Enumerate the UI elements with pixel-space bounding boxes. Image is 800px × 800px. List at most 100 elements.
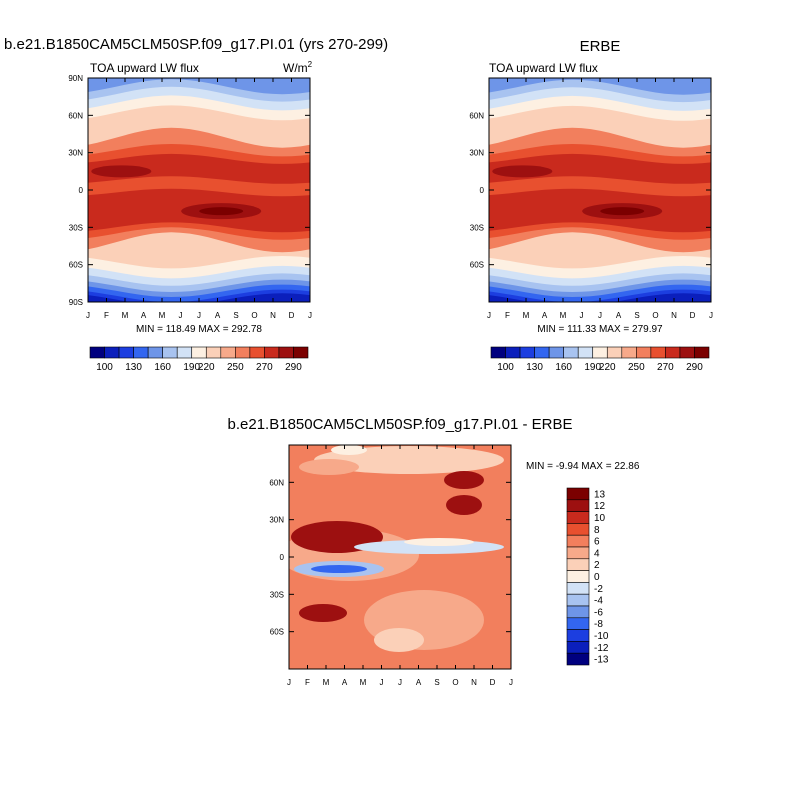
diff-anomaly-13 (331, 445, 367, 455)
obs-y-tick-label: 60N (469, 111, 484, 120)
diff-colorbar-label: -6 (594, 607, 603, 618)
diff-colorbar-swatch (566, 487, 590, 501)
model-x-tick-label: O (251, 311, 257, 320)
diff-y-tick-label: 60S (270, 628, 284, 637)
diff-x-tick-label: A (342, 678, 348, 687)
obs-colorbar-label: 250 (628, 362, 645, 373)
obs-colorbar-swatch (505, 346, 521, 359)
diff-colorbar-swatch (566, 570, 590, 583)
obs-panel-title: ERBE (580, 38, 621, 55)
obs-x-tick-label: A (616, 311, 622, 320)
obs-x-tick-label: J (580, 311, 584, 320)
obs-x-tick-label: M (560, 311, 567, 320)
diff-colorbar-swatch (566, 582, 590, 595)
model-colorbar-swatch (249, 346, 265, 359)
model-colorbar-swatch (118, 346, 134, 359)
obs-nh-max (492, 165, 553, 178)
obs-heatmap (489, 78, 711, 302)
diff-x-tick-label: M (360, 678, 367, 687)
diff-y-axis: 60N 30N 0 30S 60S (269, 478, 511, 637)
model-x-tick-label: J (179, 311, 183, 320)
model-y-tick-label: 30N (68, 149, 83, 158)
diff-y-tick-label: 30S (270, 590, 284, 599)
diff-anomaly-4 (446, 495, 482, 515)
model-colorbar-label: 160 (154, 362, 171, 373)
obs-y-axis: 60N 30N 0 30S 60S (469, 111, 711, 270)
diff-colorbar-swatch (566, 534, 590, 548)
obs-sh-core (600, 207, 645, 216)
model-colorbar-swatch (293, 346, 309, 359)
model-colorbar-swatch (104, 346, 120, 359)
model-y-tick-label: 0 (79, 186, 84, 195)
model-colorbar-label: 220 (198, 362, 215, 373)
model-heatmap (88, 78, 310, 302)
model-colorbar-swatch (162, 346, 178, 359)
model-north-cold-3 (88, 78, 310, 95)
diff-anomaly-3 (444, 471, 484, 489)
obs-north-cold-3 (489, 78, 711, 95)
model-x-tick-label: S (233, 311, 238, 320)
obs-x-tick-label: N (671, 311, 677, 320)
model-x-tick-label: N (270, 311, 276, 320)
model-x-tick-label: F (104, 311, 109, 320)
diff-colorbar-swatch (566, 629, 590, 642)
model-y-tick-label: 60N (68, 111, 83, 120)
diff-x-tick-label: J (287, 678, 291, 687)
model-colorbar-swatch (176, 346, 193, 359)
diff-x-tick-label: J (398, 678, 402, 687)
diff-colorbar-label: -2 (594, 584, 603, 595)
diff-colorbar-label: 4 (594, 548, 600, 559)
diff-colorbar-swatch (566, 593, 590, 607)
obs-colorbar-label: 100 (497, 362, 514, 373)
diff-colorbar-label: -8 (594, 619, 603, 630)
model-x-tick-label: M (159, 311, 166, 320)
obs-x-tick-label: D (690, 311, 696, 320)
model-itcz (88, 176, 310, 197)
model-heatmap-fields (88, 78, 310, 302)
diff-colorbar-swatch (566, 546, 590, 560)
model-y-axis: 90N 60N 30N 0 30S 60S 90S (68, 74, 310, 307)
model-colorbar-swatch (147, 346, 163, 359)
obs-x-tick-label: A (542, 311, 548, 320)
diff-panel-title: b.e21.B1850CAM5CLM50SP.f09_g17.PI.01 - E… (228, 416, 573, 433)
model-colorbar-swatch (235, 346, 251, 359)
diff-x-tick-label: D (490, 678, 496, 687)
diff-colorbar-swatch (566, 558, 590, 571)
obs-x-tick-label: J (598, 311, 602, 320)
model-colorbar-label: 130 (125, 362, 142, 373)
diff-colorbar-label: 10 (594, 513, 606, 524)
model-colorbar-label: 250 (227, 362, 244, 373)
diff-colorbar-swatch (566, 523, 590, 536)
diff-colorbar-swatch (566, 499, 590, 512)
diff-y-tick-label: 0 (280, 553, 285, 562)
diff-colorbar-label: -4 (594, 596, 603, 607)
model-sh-core (199, 207, 244, 216)
obs-colorbar-swatch (563, 346, 579, 359)
obs-colorbar-swatch (534, 346, 550, 359)
obs-colorbar-swatch (621, 346, 637, 359)
diff-x-tick-label: F (305, 678, 310, 687)
diff-colorbar-swatch (566, 511, 590, 524)
obs-colorbar-swatch (592, 346, 608, 359)
model-colorbar-swatch (220, 346, 236, 359)
diff-colorbar-label: 12 (594, 501, 606, 512)
obs-colorbar-label: 220 (599, 362, 616, 373)
diff-x-tick-label: M (323, 678, 330, 687)
model-colorbar-label: 100 (96, 362, 113, 373)
obs-colorbar-swatch (636, 346, 652, 359)
diff-anomaly-11 (311, 565, 367, 573)
diff-colorbar-label: 13 (594, 489, 606, 500)
diff-colorbar-label: 2 (594, 560, 600, 571)
obs-x-tick-label: F (505, 311, 510, 320)
obs-y-tick-label: 60S (470, 261, 484, 270)
obs-x-tick-label: M (523, 311, 530, 320)
obs-y-tick-label: 30S (470, 223, 484, 232)
obs-colorbar-label: 130 (526, 362, 543, 373)
obs-x-tick-label: J (709, 311, 713, 320)
diff-colorbar-swatch (566, 617, 590, 630)
